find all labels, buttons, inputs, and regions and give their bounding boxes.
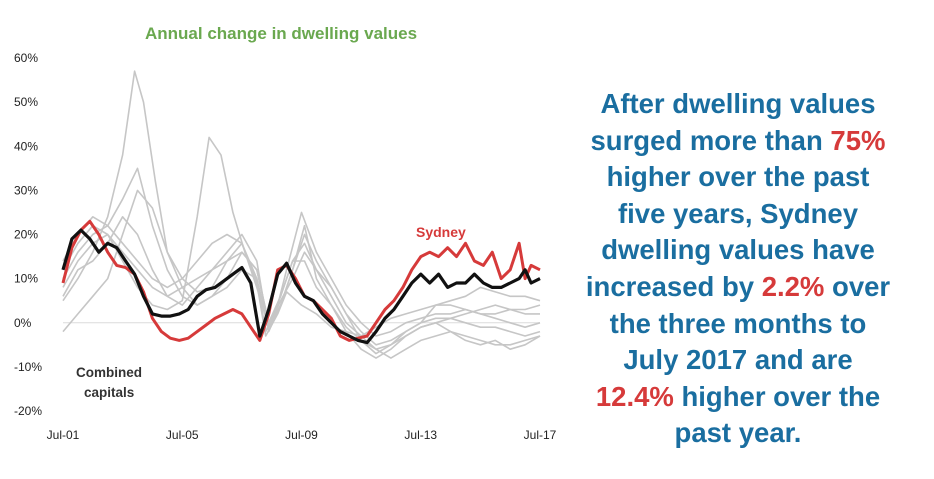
y-tick-label: 10% [14,272,38,286]
headline-line-6: increased by 2.2% over [585,270,891,302]
highlight-2-2: 2.2% [761,270,825,302]
y-tick-label: -20% [14,404,42,418]
headline-line-4: five years, Sydney [617,197,858,229]
series-line-other-capital [62,224,541,350]
x-tick-label: Jul-13 [404,428,437,442]
headline-line-3: higher over the past [606,161,870,193]
series-line-other-capital [62,216,541,359]
series-line-other-capital [62,70,540,337]
headline-line-5: dwelling values have [601,234,875,266]
y-tick-label: -10% [14,360,42,374]
series-line-other-capital [62,167,541,346]
x-tick-label: Jul-09 [285,428,318,442]
y-tick-label: 50% [14,95,38,109]
x-tick-label: Jul-05 [166,428,199,442]
highlight-12-4: 12.4% [595,380,674,412]
chart-title: Annual change in dwelling values [145,24,418,43]
headline-line-2: surged more than 75% [590,124,886,156]
chart-area: Annual change in dwelling values 60% 50% 4… [14,24,557,442]
combined-capitals-label-1: Combined [76,365,142,380]
y-tick-label: 60% [14,51,38,65]
series-line-other-capital [62,211,541,337]
y-tick-label: 0% [14,316,32,330]
line-chart: 60% 50% 40% 30% 20% 10% 0% -10% -20% Jul-01 Jul-05… [14,51,557,442]
highlight-75: 75% [830,124,886,156]
x-tick-label: Jul-01 [47,428,80,442]
y-tick-label: 30% [14,183,38,197]
y-tick-label: 20% [14,228,38,242]
headline-line-7: the three months to [609,307,867,339]
series-line-other-capital [62,136,541,355]
y-tick-label: 40% [14,139,38,153]
headline-text: After dwelling values surged more than 7… [562,86,914,452]
sydney-label: Sydney [416,224,466,240]
headline-line-10: past year. [674,417,802,449]
headline-line-1: After dwelling values [600,88,876,119]
series-line-combined-capitals [61,228,541,345]
headline-line-9: 12.4% higher over the [595,380,881,412]
combined-capitals-label-2: capitals [84,385,134,400]
headline-line-8: July 2017 and are [623,344,853,376]
x-tick-label: Jul-17 [524,428,557,442]
